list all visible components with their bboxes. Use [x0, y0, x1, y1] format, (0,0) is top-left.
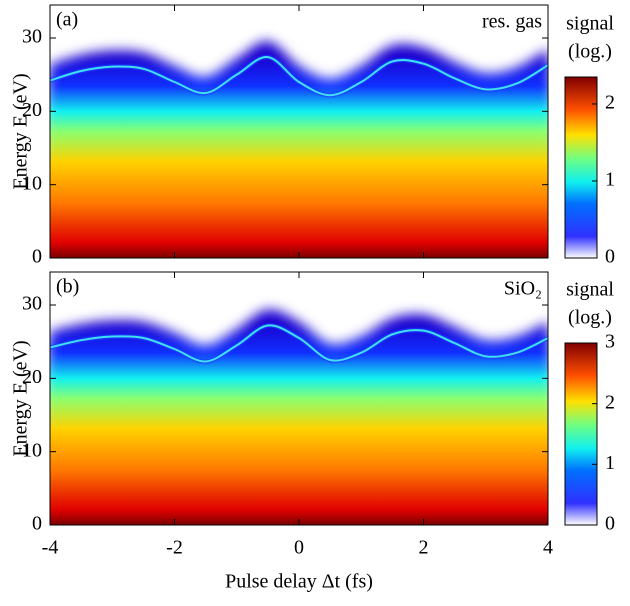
colorbar-tick-label: 0: [605, 246, 615, 268]
colorbar-tick-label: 0: [605, 513, 615, 535]
panel-label: (a): [56, 9, 78, 31]
heatmap: [50, 5, 548, 258]
colorbar-tick-label: 2: [605, 92, 615, 114]
y-axis-label: Energy E (eV): [10, 340, 32, 456]
colorbar: [564, 76, 598, 259]
x-tick-label: -2: [166, 537, 183, 559]
y-tick-label: 30: [22, 293, 42, 315]
heatmap-image: [50, 5, 548, 258]
x-tick-label: 2: [419, 537, 429, 559]
colorbar: [564, 342, 598, 526]
colorbar-tick-label: 1: [605, 452, 615, 474]
colorbar-tick-label: 1: [605, 169, 615, 191]
heatmap: [50, 272, 548, 525]
x-tick-label: 4: [543, 537, 553, 559]
y-tick-label: 0: [32, 246, 42, 268]
annotation: SiO₂: [504, 278, 542, 300]
annotation: res. gas: [482, 11, 542, 33]
y-tick-label: 10: [22, 439, 42, 461]
cutoff-line: [50, 324, 548, 363]
colorbar-label: (log.): [568, 41, 612, 63]
colorbar-label: (log.): [568, 307, 612, 329]
y-tick-label: 20: [22, 366, 42, 388]
y-tick-label: 10: [22, 172, 42, 194]
colorbar-label: signal: [566, 279, 614, 301]
heatmap-image: [50, 272, 548, 525]
colorbar-tick-label: 2: [605, 391, 615, 413]
y-tick-label: 0: [32, 513, 42, 535]
colorbar-tick-label: 3: [605, 331, 615, 353]
y-tick-label: 20: [22, 99, 42, 121]
panel-label: (b): [56, 276, 79, 298]
cutoff-line: [50, 56, 548, 97]
y-axis-label: Energy E (eV): [10, 73, 32, 189]
colorbar-label: signal: [566, 13, 614, 35]
x-tick-label: -4: [42, 537, 59, 559]
x-tick-label: 0: [294, 537, 304, 559]
x-axis-label: Pulse delay Δt (fs): [225, 571, 373, 593]
y-tick-label: 30: [22, 26, 42, 48]
